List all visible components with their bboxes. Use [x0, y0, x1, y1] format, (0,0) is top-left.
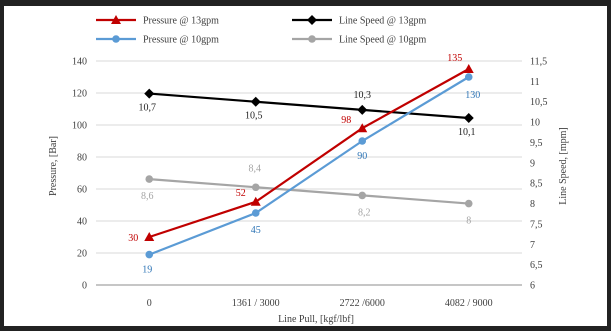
diamond-marker	[144, 88, 155, 99]
circle-marker	[464, 199, 473, 208]
y2-tick-label: 7	[530, 240, 535, 251]
y-tick-label: 60	[77, 185, 87, 196]
circle-marker	[464, 73, 473, 81]
y2-tick-label: 9	[530, 158, 535, 169]
gridlines	[96, 60, 522, 286]
triangle-marker	[463, 64, 474, 73]
triangle-marker	[250, 196, 261, 206]
y2-tick-label: 11,5	[530, 57, 547, 68]
x-tick-label: 4082 / 9000	[445, 298, 493, 309]
diamond-marker	[357, 104, 368, 115]
circle-marker	[112, 35, 120, 43]
y2-tick-label: 7,5	[530, 219, 543, 230]
axis-ticks: 02040608010012014066,577,588,599,51010,5…	[72, 57, 548, 310]
y2-tick-label: 6,5	[530, 260, 543, 271]
x-tick-label: 2722 /6000	[340, 298, 385, 309]
data-label: 8,2	[358, 207, 371, 218]
circle-marker	[251, 209, 260, 217]
data-label: 98	[341, 115, 351, 126]
data-label: 90	[357, 151, 367, 162]
y-tick-label: 40	[77, 217, 87, 228]
data-label: 10,1	[458, 127, 476, 138]
y2-tick-label: 11	[530, 77, 540, 88]
diamond-marker	[463, 113, 474, 124]
data-labels: 8,6 8,4 8,2 8 10,7 10,5 10,3 10,1 19 45 90 130 30 52 9…	[128, 53, 480, 276]
data-label: 10,3	[354, 90, 372, 101]
data-label: 135	[447, 53, 462, 64]
y-tick-label: 100	[72, 121, 87, 132]
data-label: 52	[236, 188, 246, 199]
triangle-marker	[144, 232, 155, 241]
circle-marker	[358, 191, 367, 200]
series-line	[149, 178, 469, 205]
circle-marker	[358, 137, 367, 145]
series-line	[148, 68, 470, 239]
triangle-marker	[111, 15, 121, 24]
circle-marker	[308, 35, 316, 43]
x-axis-title: Line Pull, [kgf/lbf]	[278, 314, 354, 325]
x-tick-label: 0	[147, 298, 152, 309]
legend-label: Line Speed @ 10gpm	[339, 35, 426, 46]
chart-frame: 8,6 8,4 8,2 8 10,7 10,5 10,3 10,1 19 45 90 130 30 52 9…	[4, 6, 607, 326]
legend-label: Pressure @ 10gpm	[143, 35, 219, 46]
y-tick-label: 0	[82, 281, 87, 292]
triangle-marker	[357, 123, 368, 133]
legend: Pressure @ 13gpm Line Speed @ 13gpm Pressu…	[96, 15, 426, 46]
legend-label: Pressure @ 13gpm	[143, 16, 219, 27]
data-label: 10,7	[139, 103, 157, 114]
series-line	[148, 76, 470, 256]
diamond-marker	[250, 96, 261, 107]
circle-marker	[145, 250, 154, 259]
data-label: 45	[251, 225, 261, 236]
diamond-marker	[307, 15, 317, 25]
data-label: 10,5	[245, 111, 263, 122]
y2-tick-label: 6	[530, 281, 535, 292]
y2-tick-label: 10	[530, 118, 540, 129]
data-label: 30	[128, 233, 138, 244]
y-axis-title: Pressure, [Bar]	[48, 136, 59, 196]
line-chart: 8,68,48,2810,710,510,310,119459013030529…	[48, 15, 569, 325]
data-label: 19	[142, 265, 152, 276]
data-label: 8	[466, 216, 471, 227]
y2-tick-label: 8	[530, 199, 535, 210]
data-label: 8,4	[249, 163, 262, 174]
circle-marker	[251, 183, 260, 192]
y-tick-label: 120	[72, 89, 87, 100]
y-tick-label: 140	[72, 57, 87, 68]
data-label: 8,6	[141, 191, 154, 202]
series-markers	[144, 64, 474, 259]
y-tick-label: 80	[77, 153, 87, 164]
y-tick-label: 20	[77, 249, 87, 260]
circle-marker	[145, 175, 154, 183]
legend-label: Line Speed @ 13gpm	[339, 16, 426, 27]
y2-tick-label: 9,5	[530, 138, 543, 149]
series-lines	[148, 68, 470, 256]
series-line	[149, 92, 469, 120]
y2-axis-title: Line Speed, [mpm]	[558, 127, 569, 204]
x-tick-label: 1361 / 3000	[232, 298, 280, 309]
y2-tick-label: 8,5	[530, 179, 543, 190]
data-label: 130	[465, 90, 480, 101]
y2-tick-label: 10,5	[530, 97, 548, 108]
